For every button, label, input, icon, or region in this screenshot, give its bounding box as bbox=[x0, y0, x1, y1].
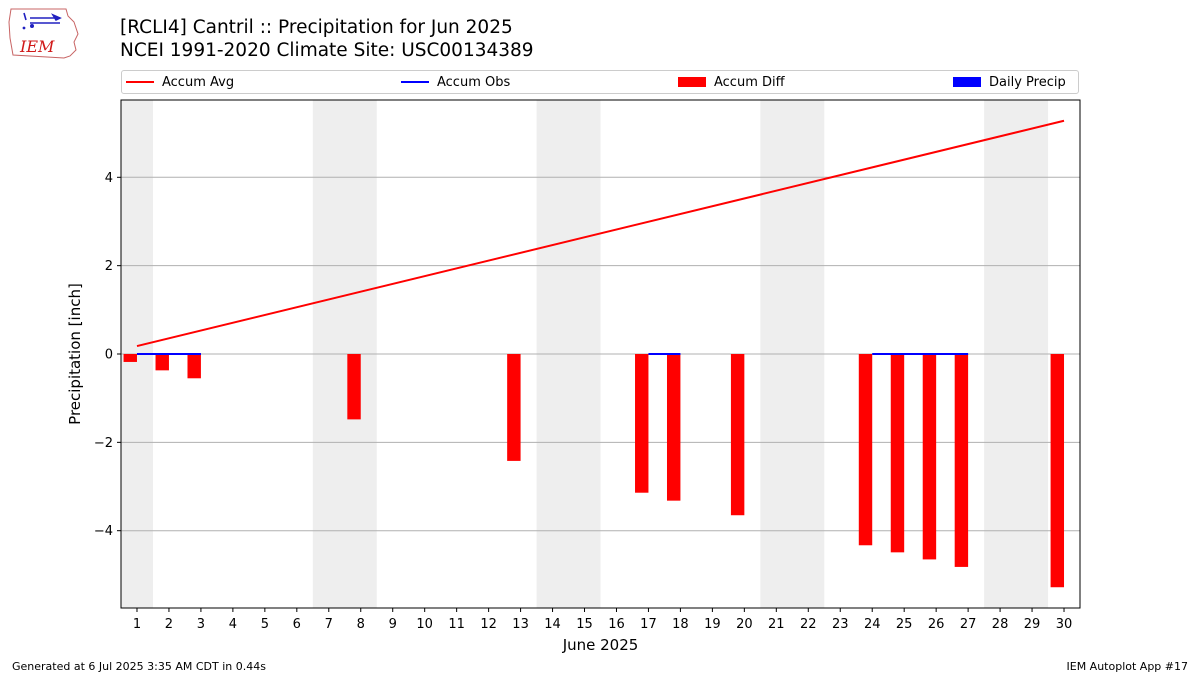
x-tick-label: 4 bbox=[229, 617, 237, 632]
accum-diff-bar-day-2 bbox=[155, 354, 169, 371]
x-tick-label: 2 bbox=[165, 617, 173, 632]
x-tick-label: 23 bbox=[832, 617, 849, 632]
x-axis-label: June 2025 bbox=[562, 636, 639, 654]
legend-item-accum-avg: Accum Avg bbox=[126, 74, 234, 90]
y-tick-label: −2 bbox=[94, 436, 113, 451]
x-tick-label: 5 bbox=[261, 617, 269, 632]
accum-diff-bar-day-1 bbox=[123, 354, 137, 362]
legend-label-accum-avg: Accum Avg bbox=[162, 74, 235, 90]
x-tick-label: 14 bbox=[544, 617, 561, 632]
legend-item-accum-diff: Accum Diff bbox=[678, 74, 785, 90]
iem-logo-text: IEM bbox=[19, 37, 55, 56]
x-tick-label: 29 bbox=[1024, 617, 1041, 632]
legend-swatch-accum-diff bbox=[678, 77, 706, 87]
accum-diff-bar-day-13 bbox=[507, 354, 521, 461]
legend-label-accum-obs: Accum Obs bbox=[437, 74, 511, 90]
x-tick-label: 10 bbox=[416, 617, 433, 632]
legend-swatch-accum-obs bbox=[401, 81, 429, 83]
x-tick-label: 30 bbox=[1056, 617, 1073, 632]
accum-diff-bar-day-18 bbox=[666, 354, 681, 501]
x-tick-label: 25 bbox=[896, 617, 913, 632]
y-axis-label: Precipitation [inch] bbox=[66, 283, 84, 425]
accum-diff-bar-day-3 bbox=[187, 354, 201, 379]
accum-diff-bar-day-27 bbox=[954, 354, 969, 567]
footer-app: IEM Autoplot App #17 bbox=[1066, 660, 1189, 673]
accum-diff-bar-day-30 bbox=[1050, 354, 1065, 588]
x-tick-label: 8 bbox=[357, 617, 365, 632]
accum-diff-bar-day-8 bbox=[347, 354, 361, 420]
x-tick-label: 9 bbox=[389, 617, 397, 632]
x-tick-label: 22 bbox=[800, 617, 817, 632]
x-tick-label: 13 bbox=[512, 617, 529, 632]
accum-avg-line bbox=[136, 119, 1065, 348]
x-tick-label: 24 bbox=[864, 617, 881, 632]
accum-diff-bar-day-17 bbox=[635, 354, 649, 493]
y-tick-label: 4 bbox=[105, 171, 113, 186]
y-tick-label: −4 bbox=[94, 524, 113, 539]
x-tick-label: 19 bbox=[704, 617, 721, 632]
accum-diff-bar-day-24 bbox=[858, 354, 873, 546]
accum-diff-bar-day-26 bbox=[922, 354, 937, 560]
x-tick-label: 20 bbox=[736, 617, 753, 632]
legend-swatch-daily-precip bbox=[953, 77, 981, 87]
x-tick-label: 1 bbox=[133, 617, 141, 632]
y-tick-label: 0 bbox=[105, 348, 113, 363]
x-tick-label: 26 bbox=[928, 617, 945, 632]
x-tick-label: 11 bbox=[448, 617, 465, 632]
chart-subtitle: NCEI 1991-2020 Climate Site: USC00134389 bbox=[120, 40, 534, 61]
x-tick-label: 15 bbox=[576, 617, 593, 632]
x-tick-label: 17 bbox=[640, 617, 657, 632]
x-tick-label: 12 bbox=[480, 617, 497, 632]
iem-logo: IEM bbox=[8, 8, 79, 59]
legend-item-accum-obs: Accum Obs bbox=[401, 74, 510, 90]
x-tick-label: 7 bbox=[325, 617, 333, 632]
y-tick-label: 2 bbox=[105, 259, 113, 274]
legend-swatch-accum-avg bbox=[126, 81, 154, 83]
chart-title: [RCLI4] Cantril :: Precipitation for Jun… bbox=[120, 17, 513, 38]
legend-item-daily-precip: Daily Precip bbox=[953, 74, 1066, 90]
x-tick-label: 16 bbox=[608, 617, 625, 632]
legend-label-daily-precip: Daily Precip bbox=[989, 74, 1066, 90]
x-tick-label: 6 bbox=[293, 617, 301, 632]
x-tick-label: 21 bbox=[768, 617, 785, 632]
x-tick-label: 28 bbox=[992, 617, 1009, 632]
x-tick-label: 27 bbox=[960, 617, 977, 632]
footer-generated: Generated at 6 Jul 2025 3:35 AM CDT in 0… bbox=[12, 660, 266, 673]
x-tick-label: 3 bbox=[197, 617, 205, 632]
accum-diff-bar-day-20 bbox=[730, 354, 745, 516]
chart-legend: Accum Avg Accum Obs Accum Diff Daily Pre… bbox=[121, 70, 1079, 94]
legend-label-accum-diff: Accum Diff bbox=[714, 74, 785, 90]
x-tick-label: 18 bbox=[672, 617, 689, 632]
accum-diff-bar-day-25 bbox=[890, 354, 905, 553]
